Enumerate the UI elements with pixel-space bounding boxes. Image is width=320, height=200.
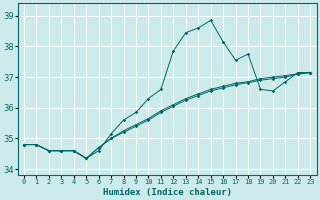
X-axis label: Humidex (Indice chaleur): Humidex (Indice chaleur) (103, 188, 232, 197)
